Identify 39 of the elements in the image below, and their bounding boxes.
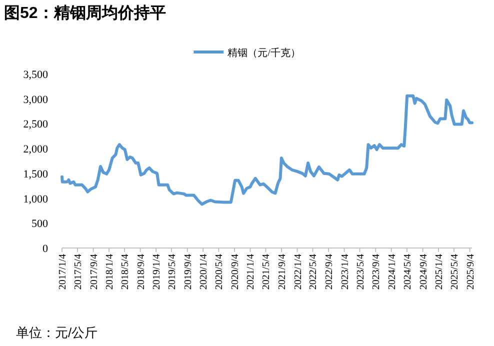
x-tick-label: 2025/1/4 bbox=[434, 254, 445, 290]
text: 单位：元/公斤 bbox=[16, 325, 98, 340]
y-tick-label: 1,500 bbox=[23, 168, 48, 180]
x-tick-label: 2022/9/4 bbox=[324, 254, 336, 290]
x-tick-label: 2017/5/4 bbox=[72, 254, 84, 290]
x-tick-label: 2021/5/4 bbox=[261, 254, 272, 290]
y-tick-label: 500 bbox=[32, 218, 48, 230]
x-tick-label: 2019/5/4 bbox=[167, 254, 178, 290]
y-tick-label: 3,000 bbox=[23, 94, 48, 106]
x-tick-label: 2020/1/4 bbox=[198, 254, 210, 290]
x-tick-label: 2025/5/4 bbox=[449, 254, 460, 290]
x-tick-label: 2018/9/4 bbox=[136, 254, 147, 290]
y-tick-label: 3,500 bbox=[23, 69, 48, 81]
x-tick-label: 2021/1/4 bbox=[246, 254, 257, 290]
legend-label: 精铟（元/千克） bbox=[228, 47, 300, 59]
x-tick-label: 2025/9/4 bbox=[465, 254, 476, 290]
x-tick-label: 2024/9/4 bbox=[418, 254, 430, 290]
x-tick-label: 2017/9/4 bbox=[88, 254, 100, 290]
chart-title: 图52：精铟周均价持平 bbox=[4, 4, 166, 22]
x-tick-label: 2020/5/4 bbox=[214, 254, 226, 290]
y-tick-label: 2,500 bbox=[23, 118, 48, 131]
y-tick-label: 1,000 bbox=[23, 193, 48, 206]
x-tick-label: 2024/1/4 bbox=[386, 254, 398, 290]
x-tick-label: 2018/5/4 bbox=[120, 254, 131, 290]
x-tick-label: 2023/5/4 bbox=[355, 254, 366, 290]
x-tick-label: 2018/1/4 bbox=[104, 254, 116, 290]
x-tick-label: 2024/5/4 bbox=[402, 254, 414, 290]
x-tick-label: 2023/1/4 bbox=[340, 254, 351, 290]
x-tick-label: 2017/1/4 bbox=[58, 254, 68, 290]
line-series bbox=[60, 94, 474, 206]
x-tick-label: 2022/5/4 bbox=[308, 254, 320, 290]
x-tick-label: 2019/9/4 bbox=[182, 254, 194, 290]
x-tick-label: 2023/9/4 bbox=[371, 254, 382, 290]
x-tick-label: 2019/1/4 bbox=[152, 254, 163, 290]
y-tick-label: 0 bbox=[42, 243, 48, 255]
x-tick-label: 2022/1/4 bbox=[292, 254, 304, 290]
y-tick-label: 2,000 bbox=[23, 144, 48, 156]
x-tick-label: 2020/9/4 bbox=[230, 254, 242, 290]
x-tick-label: 2021/9/4 bbox=[277, 254, 288, 290]
